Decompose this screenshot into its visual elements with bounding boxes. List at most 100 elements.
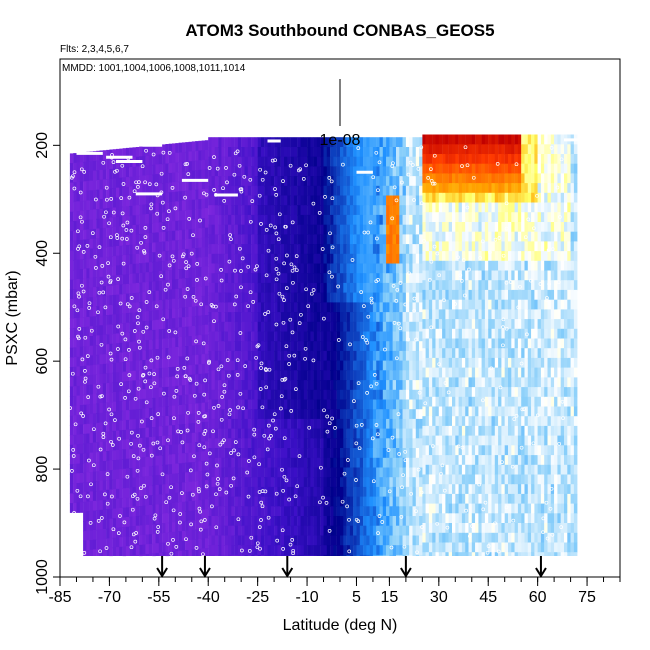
heatmap-cell: [175, 152, 179, 164]
heatmap-cell: [129, 264, 133, 275]
heatmap-cell: [218, 350, 222, 362]
heatmap-cell: [244, 214, 248, 226]
heatmap-cell: [445, 367, 449, 378]
heatmap-cell: [343, 457, 347, 469]
heatmap-cell: [320, 302, 324, 313]
heatmap-cell: [290, 438, 295, 449]
heatmap-cell: [132, 322, 136, 333]
heatmap-cell: [277, 477, 281, 488]
heatmap-cell: [132, 545, 136, 556]
heatmap-cell: [402, 496, 407, 507]
heatmap-cell: [369, 457, 374, 469]
heatmap-cell: [214, 312, 219, 323]
heatmap-cell: [432, 503, 436, 514]
heatmap-cell: [214, 147, 219, 158]
heatmap-cell: [221, 506, 225, 517]
heatmap-cell: [234, 448, 239, 459]
heatmap-cell: [208, 185, 212, 197]
heatmap-cell: [198, 296, 202, 307]
heatmap-cell: [405, 525, 410, 536]
heatmap-cell: [333, 214, 337, 226]
heatmap-cell: [224, 156, 229, 167]
heatmap-cell: [185, 200, 189, 211]
heatmap-cell: [168, 425, 173, 436]
heatmap-cell: [363, 516, 367, 527]
heatmap-cell: [405, 176, 410, 187]
heatmap-cell: [237, 176, 242, 187]
heatmap-cell: [221, 370, 225, 381]
heatmap-cell: [191, 423, 196, 434]
heatmap-cell: [376, 438, 380, 449]
heatmap-cell: [125, 371, 130, 382]
heatmap-cell: [142, 311, 146, 322]
heatmap-cell: [178, 492, 183, 503]
heatmap-cell: [168, 308, 173, 320]
heatmap-cell: [221, 516, 225, 527]
heatmap-cell: [198, 286, 202, 297]
heatmap-cell: [102, 276, 107, 287]
heatmap-cell: [218, 273, 222, 284]
heatmap-cell: [122, 313, 127, 324]
heatmap-cell: [363, 156, 367, 167]
heatmap-cell: [356, 282, 360, 294]
heatmap-cell: [198, 305, 202, 317]
heatmap-cell: [402, 341, 407, 352]
heatmap-cell: [109, 421, 113, 432]
heatmap-cell: [165, 386, 169, 398]
heatmap-cell: [274, 321, 278, 333]
heatmap-cell: [376, 244, 380, 255]
heatmap-cell: [109, 246, 113, 257]
heatmap-cell: [343, 535, 347, 546]
heatmap-cell: [356, 409, 360, 420]
heatmap-cell: [158, 436, 163, 447]
heatmap-cell: [178, 405, 183, 416]
heatmap-cell: [112, 158, 117, 170]
heatmap-cell: [172, 425, 176, 436]
heatmap-cell: [109, 547, 113, 557]
heatmap-cell: [442, 367, 446, 378]
heatmap-cell: [76, 201, 80, 212]
heatmap-cell: [201, 363, 206, 375]
heatmap-cell: [280, 205, 285, 216]
heatmap-cell: [162, 192, 166, 204]
heatmap-cell: [231, 244, 235, 255]
heatmap-cell: [376, 331, 380, 342]
heatmap-cell: [396, 331, 400, 342]
heatmap-cell: [349, 166, 354, 177]
heatmap-cell: [323, 253, 327, 265]
heatmap-cell: [129, 361, 133, 372]
heatmap-cell: [214, 185, 219, 197]
heatmap-cell: [195, 364, 199, 375]
heatmap-cell: [359, 147, 364, 158]
heatmap-cell: [175, 172, 179, 183]
heatmap-cell: [148, 242, 153, 254]
heatmap-cell: [191, 277, 196, 288]
heatmap-cell: [264, 477, 268, 488]
heatmap-cell: [435, 270, 439, 281]
heatmap-cell: [208, 506, 212, 517]
heatmap-cell: [274, 418, 278, 430]
heatmap-cell: [237, 321, 242, 333]
heatmap-cell: [119, 517, 123, 528]
heatmap-cell: [119, 236, 123, 247]
heatmap-cell: [208, 486, 212, 498]
heatmap-cell: [257, 312, 262, 323]
heatmap-cell: [198, 325, 202, 336]
heatmap-cell: [372, 360, 377, 371]
heatmap-cell: [412, 282, 416, 294]
heatmap-cell: [372, 312, 377, 323]
heatmap-cell: [188, 452, 192, 463]
heatmap-cell: [320, 535, 324, 546]
heatmap-cell: [376, 535, 380, 546]
heatmap-cell: [148, 495, 153, 506]
heatmap-cell: [241, 321, 245, 333]
heatmap-cell: [251, 370, 255, 381]
heatmap-cell: [76, 279, 80, 290]
heatmap-cell: [379, 554, 383, 556]
heatmap-cell: [69, 493, 74, 504]
heatmap-cell: [119, 255, 123, 266]
heatmap-cell: [372, 176, 377, 187]
heatmap-cell: [310, 448, 314, 459]
heatmap-cell: [284, 380, 288, 391]
heatmap-cell: [191, 355, 196, 366]
